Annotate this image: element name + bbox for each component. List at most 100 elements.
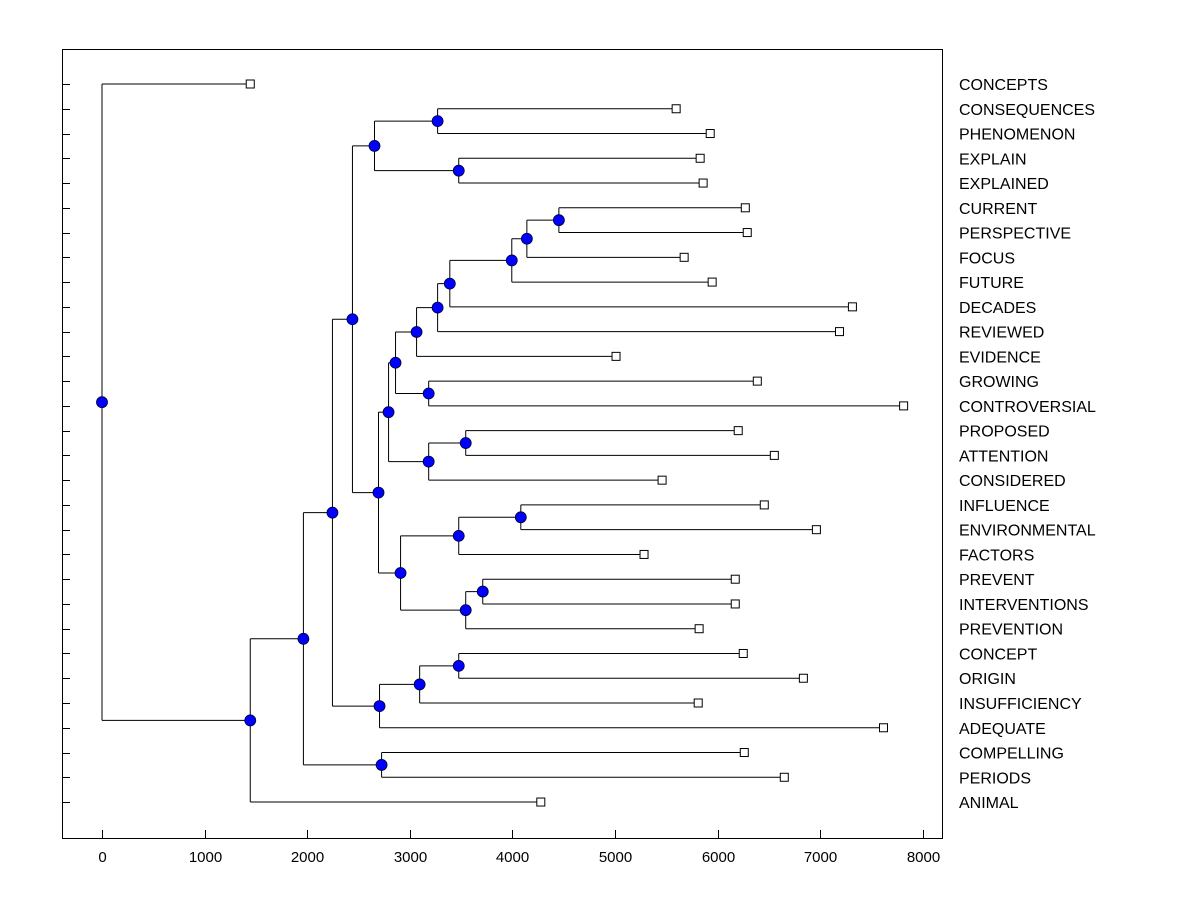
cluster-node — [346, 313, 359, 326]
leaf-marker — [739, 748, 749, 758]
x-tick-label: 3000 — [394, 849, 427, 866]
cluster-node — [326, 506, 339, 519]
leaf-marker — [847, 302, 857, 312]
leaf-marker — [694, 624, 704, 634]
leaf-label: INSUFFICIENCY — [959, 696, 1082, 713]
leaf-marker — [730, 574, 740, 584]
x-tick-label: 7000 — [804, 849, 837, 866]
x-tick-label: 4000 — [496, 849, 529, 866]
cluster-node — [382, 406, 395, 419]
leaf-label: DECADES — [959, 300, 1036, 317]
cluster-node — [244, 714, 257, 727]
cluster-node — [96, 396, 108, 409]
leaf-marker — [759, 500, 769, 510]
leaf-marker — [779, 772, 789, 782]
cluster-node — [452, 659, 465, 672]
leaf-label: PROPOSED — [959, 424, 1050, 441]
leaf-label: ENVIRONMENTAL — [959, 523, 1096, 540]
cluster-node — [459, 604, 472, 617]
cluster-node — [389, 356, 402, 369]
leaf-label: CONSIDERED — [959, 473, 1066, 490]
x-tick-label: 6000 — [702, 849, 735, 866]
leaf-marker — [611, 351, 621, 361]
cluster-node — [443, 277, 456, 290]
leaf-label: PREVENT — [959, 572, 1035, 589]
leaf-marker — [798, 673, 808, 683]
leaf-label: PHENOMENON — [959, 127, 1075, 144]
leaf-label: CONCEPTS — [959, 77, 1048, 94]
cluster-node — [431, 301, 444, 314]
x-tick-label: 2000 — [291, 849, 324, 866]
leaf-marker — [698, 178, 708, 188]
leaf-label: EXPLAINED — [959, 176, 1049, 193]
leaf-marker — [811, 525, 821, 535]
x-axis: 0 1000 2000 3000 4000 5000 6000 7000 8000 — [62, 84, 940, 866]
x-tick-label: 0 — [98, 849, 106, 866]
leaf-label: EVIDENCE — [959, 349, 1041, 366]
leaf-marker — [730, 599, 740, 609]
leaf-marker — [695, 153, 705, 163]
cluster-node — [520, 232, 533, 245]
cluster-node — [375, 759, 388, 771]
leaf-label: CONSEQUENCES — [959, 102, 1095, 119]
cluster-node — [373, 700, 386, 712]
cluster-node — [476, 585, 489, 598]
cluster-node — [452, 529, 465, 542]
leaf-marker — [639, 549, 649, 559]
cluster-node — [368, 139, 381, 152]
cluster-node — [552, 214, 565, 227]
x-tick-label: 8000 — [907, 849, 940, 866]
leaf-label: CONTROVERSIAL — [959, 399, 1096, 416]
x-tick-label: 1000 — [189, 849, 222, 866]
leaf-label: FUTURE — [959, 275, 1024, 292]
leaf-marker — [245, 79, 255, 89]
leaf-label: INFLUENCE — [959, 498, 1050, 515]
cluster-node — [505, 254, 518, 267]
leaf-label: COMPELLING — [959, 746, 1064, 763]
leaf-marker — [536, 797, 546, 807]
cluster-node — [372, 486, 385, 499]
x-tick-label: 5000 — [599, 849, 632, 866]
leaf-label: PREVENTION — [959, 622, 1063, 639]
leaf-marker — [657, 475, 667, 485]
cluster-node — [410, 326, 423, 338]
leaf-label: GROWING — [959, 374, 1039, 391]
leaf-label: ORIGIN — [959, 671, 1016, 688]
plot-frame — [62, 49, 943, 839]
leaf-label: EXPLAIN — [959, 151, 1027, 168]
leaf-marker — [671, 104, 681, 114]
leaf-marker — [742, 228, 752, 238]
leaf-marker — [769, 450, 779, 460]
leaf-marker — [738, 648, 748, 658]
nodes — [96, 79, 909, 807]
cluster-node — [413, 678, 426, 691]
leaf-label: FOCUS — [959, 250, 1015, 267]
cluster-node — [297, 632, 310, 645]
leaf-label: CURRENT — [959, 201, 1037, 218]
leaf-label: FACTORS — [959, 547, 1034, 564]
leaf-marker — [752, 376, 762, 386]
leaf-marker — [899, 401, 909, 411]
leaf-label: INTERVENTIONS — [959, 597, 1089, 614]
leaf-marker — [740, 203, 750, 213]
leaf-label: PERIODS — [959, 770, 1031, 787]
leaf-label: ADEQUATE — [959, 721, 1046, 738]
leaf-label: ANIMAL — [959, 795, 1019, 812]
leaf-labels: CONCEPTS CONSEQUENCES PHENOMENON EXPLAIN EXP… — [959, 77, 1096, 812]
leaf-label: CONCEPT — [959, 646, 1037, 663]
leaf-label: PERSPECTIVE — [959, 226, 1071, 243]
cluster-node — [431, 115, 444, 128]
cluster-node — [452, 164, 465, 177]
leaf-marker — [707, 277, 717, 287]
cluster-node — [514, 511, 527, 524]
cluster-node — [394, 567, 407, 579]
leaf-marker — [733, 426, 743, 436]
leaf-marker — [705, 129, 715, 139]
cluster-node — [422, 387, 435, 400]
leaf-label: REVIEWED — [959, 325, 1044, 342]
cluster-node — [459, 437, 472, 449]
leaf-marker — [834, 327, 844, 337]
leaf-marker — [693, 698, 703, 708]
